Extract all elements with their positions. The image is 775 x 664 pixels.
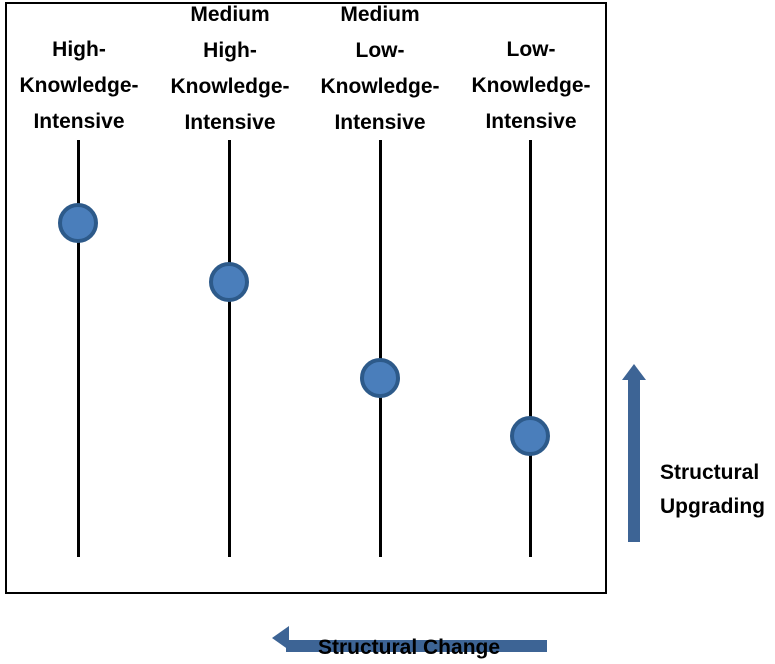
axis-line-low	[529, 140, 532, 557]
axis-line-medium-low	[379, 140, 382, 557]
axis-line-medium-high	[228, 140, 231, 557]
label-line: Knowledge-	[170, 75, 290, 98]
horizontal-arrow-label: Structural Change	[318, 636, 501, 659]
label-line: Upgrading	[660, 495, 765, 518]
label-line: Knowledge-	[320, 75, 440, 98]
label-line: Intensive	[485, 110, 577, 133]
column-label-medium-low: Medium Low- Knowledge- Intensive	[305, 0, 455, 141]
axis-line-high	[77, 140, 80, 557]
label-line: Structural	[660, 461, 760, 484]
dot-low	[510, 416, 550, 457]
vertical-arrow-label: Structural Upgrading	[660, 456, 765, 524]
column-label-low: Low- Knowledge- Intensive	[456, 32, 606, 140]
label-line: Low-	[506, 38, 556, 61]
horizontal-arrow	[272, 626, 547, 652]
diagram-frame	[5, 2, 607, 594]
label-line: Medium	[340, 3, 420, 26]
column-label-high: High- Knowledge- Intensive	[4, 32, 154, 140]
dot-medium-low	[360, 357, 400, 398]
label-line: Intensive	[184, 111, 276, 134]
label-line: Low-	[355, 39, 405, 62]
dot-high	[58, 203, 98, 244]
label-line: Intensive	[33, 110, 125, 133]
vertical-arrow	[622, 364, 646, 542]
label-line: Knowledge-	[19, 74, 139, 97]
label-line: Intensive	[334, 111, 426, 134]
dot-medium-high	[209, 261, 249, 302]
label-line: High-	[203, 39, 257, 62]
label-line: Knowledge-	[471, 74, 591, 97]
label-line: High-	[52, 38, 106, 61]
label-line: Medium	[190, 3, 270, 26]
column-label-medium-high: Medium High- Knowledge- Intensive	[155, 0, 305, 141]
